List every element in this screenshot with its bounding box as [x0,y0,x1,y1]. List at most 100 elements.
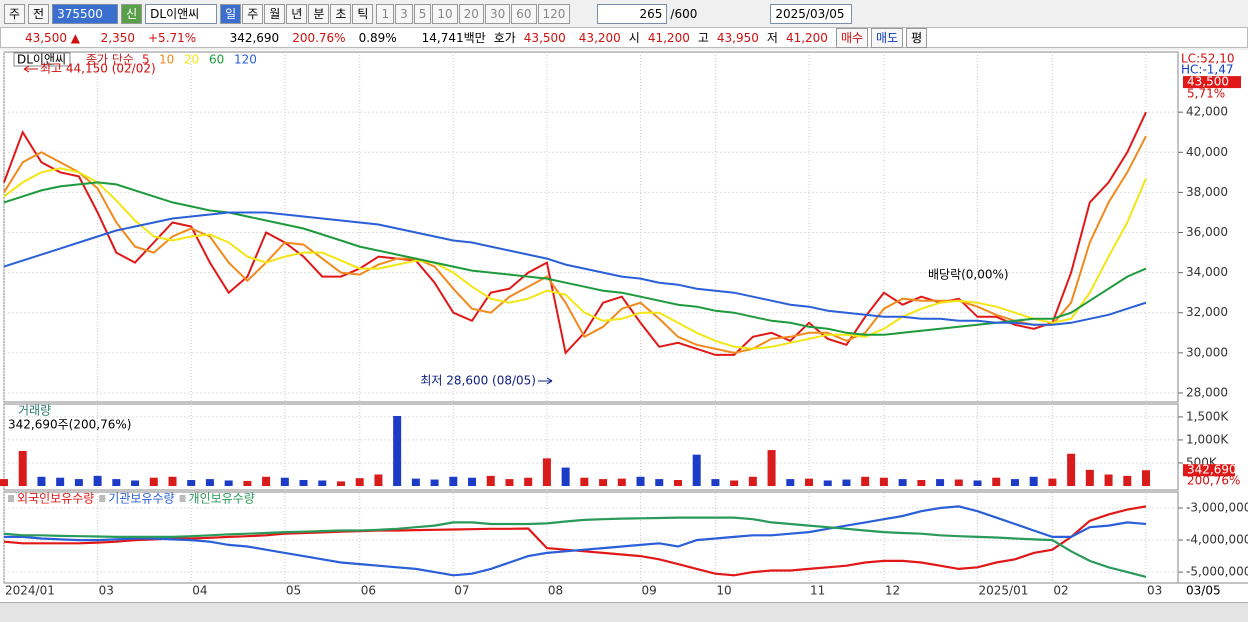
title-box [13,52,71,67]
volume-bar [243,480,252,486]
prev-button[interactable]: 전 [28,4,50,24]
period-button[interactable]: 월 [264,4,286,24]
volume-bar [18,450,27,486]
bid: 43,200 [578,30,621,45]
ask: 43,500 [523,30,566,45]
volume-bar [0,479,8,486]
volume-bar [1010,479,1019,486]
sell-button[interactable]: 매도 [871,27,904,48]
date-input[interactable]: 2025/03/05 [770,4,853,24]
scrollbar[interactable] [0,602,1248,622]
interval-button[interactable]: 3 [395,4,413,24]
last-rate: 5,71% [1187,87,1225,101]
legend-entry: 외국인보유수량 [17,492,94,506]
volume-bar [1104,474,1113,486]
legend-entry: 120 [234,53,257,67]
stock-name[interactable]: DL이앤씨 [145,4,218,24]
volume-title: 거래량 [18,404,51,418]
volume-bar [93,475,102,486]
x-tick-label: 06 [361,584,376,598]
volume-bar [748,476,757,486]
avg-button[interactable]: 평 [906,27,928,48]
volume-bar [861,476,870,486]
x-tick-label: 03 [1147,584,1162,598]
x-tick-label: 03 [99,584,114,598]
period-button[interactable]: 초 [330,4,352,24]
volume-bar [936,479,945,486]
volume-bar [711,479,720,486]
legend-swatch [179,495,186,502]
high-arrow [23,65,38,73]
volume-bar [786,479,795,486]
high-note: 최고 44,150 (02/02) [40,62,156,76]
period-button[interactable]: 일 [220,4,242,24]
x-tick-label: 10 [716,584,731,598]
market-select[interactable]: 주 [4,4,26,24]
volume-bar [1085,469,1094,486]
x-tick-label: 07 [454,584,469,598]
y-tick-label: 30,000 [1186,345,1228,359]
volume-bar [1029,476,1038,486]
interval-button[interactable]: 60 [511,4,537,24]
volume-bar [1048,478,1057,486]
last-volume-box [1183,464,1235,477]
code-input[interactable]: 375500 [52,4,119,24]
y-tick-label: -5,000,000 [1186,565,1248,579]
period-button[interactable]: 주 [242,4,264,24]
series-line [3,516,1147,578]
period-button[interactable]: 틱 [352,4,374,24]
volume-bar [805,478,814,486]
interval-button[interactable]: 20 [458,4,484,24]
series-line [3,167,1147,350]
volume-bar [655,479,664,486]
x-tick-label: 11 [810,584,825,598]
series-line [3,211,1147,326]
open-label: 시 [628,31,640,45]
volume-bar [617,478,626,486]
interval-button[interactable]: 1 [376,4,395,24]
volume-bar [37,476,46,486]
period-button[interactable]: 분 [308,4,330,24]
buy-button[interactable]: 매수 [835,27,869,48]
high: 43,950 [716,30,759,45]
chart-title: DL이앤씨 [17,53,66,67]
volume-bar [74,479,83,486]
interval-button[interactable]: 10 [432,4,458,24]
interval-button[interactable]: 120 [537,4,571,24]
price: 43,500 ▲ [24,30,80,45]
volume-bar [430,479,439,486]
volume-bar [673,480,682,486]
volume-bar [879,477,888,486]
volume-bar [336,481,345,486]
badge: 신 [121,4,143,24]
volume: 342,690 [229,30,280,45]
high-label: 고 [697,31,709,45]
interval-button[interactable]: 30 [484,4,511,24]
volume-bar [954,479,963,486]
low: 41,200 [785,30,828,45]
interval-group: 1 3 5 10 20 30 60 120 [376,4,571,24]
legend-entry: 5 [142,53,150,67]
volume-bar [542,458,551,486]
volume-bar [468,477,477,486]
low-label: 저 [766,31,778,45]
low-arrow [538,377,553,385]
period-button[interactable]: 년 [286,4,308,24]
volume-bar [224,480,233,486]
volume-rate: 200.76% [292,30,346,45]
x-tick-label: 05 [286,584,301,598]
interval-button[interactable]: 5 [413,4,432,24]
count-input[interactable]: 265 [597,4,668,24]
volume-bar [917,480,926,486]
x-tick-label: 09 [642,584,657,598]
rate: +5.71% [148,30,197,45]
volume-bar [1142,470,1150,486]
hc-label: HC:-1,47 [1181,63,1234,77]
legend-title: 종가 단순 [86,53,134,67]
legend-entry: 20 [184,53,199,67]
volume-bar [56,477,65,486]
volume-bar [149,477,158,486]
change: 2,350 [100,30,135,45]
low-note: 최저 28,600 (08/05) [420,373,536,387]
